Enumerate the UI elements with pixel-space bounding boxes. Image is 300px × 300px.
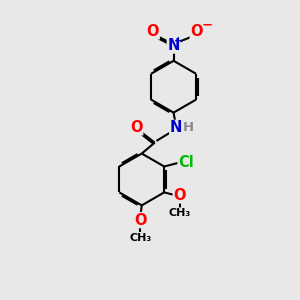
Text: CH₃: CH₃ <box>168 208 190 218</box>
Text: CH₃: CH₃ <box>129 233 152 243</box>
Text: +: + <box>174 36 183 46</box>
Text: Cl: Cl <box>178 155 194 170</box>
Text: O: O <box>147 24 159 39</box>
Text: N: N <box>170 120 182 135</box>
Text: N: N <box>167 38 180 53</box>
Text: O: O <box>130 120 143 135</box>
Text: O: O <box>173 188 186 203</box>
Text: −: − <box>202 19 213 32</box>
Text: H: H <box>183 122 194 134</box>
Text: O: O <box>134 213 146 228</box>
Text: O: O <box>190 24 203 39</box>
